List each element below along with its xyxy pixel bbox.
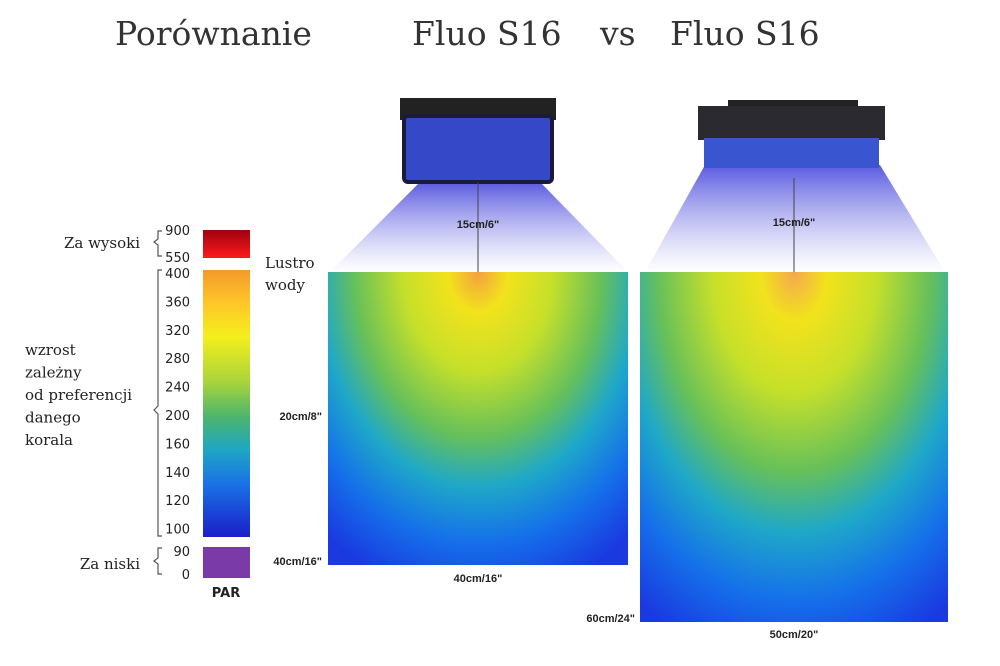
unit: PAR — [212, 586, 240, 601]
high-box — [203, 230, 250, 258]
brackets — [153, 230, 162, 575]
mid-ticks: 400 360 320 280 240 200 160 140 120 100 — [165, 267, 190, 538]
left-heatmap — [328, 272, 628, 565]
lamp-top — [728, 100, 858, 110]
right-heatmap — [640, 272, 948, 622]
width: 40cm/16" — [454, 573, 503, 585]
tick: 400 — [165, 267, 190, 282]
tick: 900 — [165, 224, 190, 239]
mid-label-line: korala — [25, 431, 73, 449]
light-cone — [330, 182, 628, 272]
low-box — [203, 547, 250, 578]
tick: 280 — [165, 352, 190, 367]
depth: 60cm/24" — [586, 613, 635, 625]
mid-label-line: wzrost — [25, 341, 76, 359]
lamp — [402, 114, 554, 184]
tick: 90 — [173, 545, 190, 560]
width: 50cm/20" — [770, 629, 819, 641]
light-cone — [645, 165, 945, 272]
depth: 20cm/8" — [279, 411, 322, 423]
mid-label-line: od preferencji — [25, 386, 132, 404]
tick: 160 — [165, 437, 190, 452]
tick: 320 — [165, 324, 190, 339]
par-scale — [203, 270, 250, 537]
lamp-body — [698, 106, 885, 140]
surface-label: wody — [265, 276, 305, 294]
mid-label: wzrost zależny od preferencji danego korala — [25, 341, 132, 449]
mid-label-line: zależny — [25, 364, 82, 382]
lamp-height: 15cm/6" — [773, 217, 816, 229]
tick: 140 — [165, 466, 190, 481]
vs: vs — [599, 14, 636, 53]
high-label: Za wysoki — [64, 234, 140, 252]
left-name: Fluo S16 — [412, 14, 562, 53]
tick: 550 — [165, 251, 190, 266]
tick: 120 — [165, 494, 190, 509]
tick: 200 — [165, 409, 190, 424]
tick: 0 — [182, 568, 190, 583]
title: Porównanie — [115, 14, 312, 53]
tick: 240 — [165, 381, 190, 396]
right-name: Fluo S16 — [670, 14, 820, 53]
bottom-depth: 40cm/16" — [273, 556, 322, 568]
tick: 100 — [165, 523, 190, 538]
lamp — [704, 138, 879, 168]
low-label: Za niski — [80, 555, 140, 573]
surface-label: Lustro — [265, 254, 315, 272]
tick: 360 — [165, 295, 190, 310]
lamp-height: 15cm/6" — [457, 219, 500, 231]
mid-label-line: danego — [25, 409, 81, 427]
